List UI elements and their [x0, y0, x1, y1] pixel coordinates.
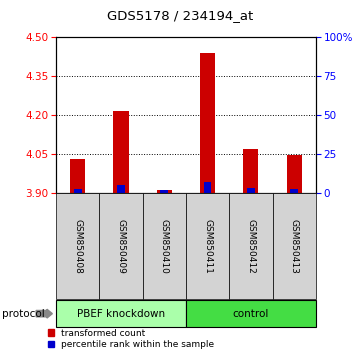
Bar — [113, 111, 129, 193]
Bar — [160, 190, 168, 193]
Bar — [157, 190, 172, 193]
Bar — [243, 149, 258, 193]
Legend: transformed count, percentile rank within the sample: transformed count, percentile rank withi… — [48, 329, 214, 349]
Bar — [70, 159, 85, 193]
Text: GSM850413: GSM850413 — [290, 218, 299, 274]
Bar — [287, 155, 302, 193]
Bar — [204, 182, 212, 193]
Text: GSM850412: GSM850412 — [247, 219, 255, 273]
Text: GSM850408: GSM850408 — [73, 218, 82, 274]
Text: GSM850410: GSM850410 — [160, 218, 169, 274]
Text: GSM850411: GSM850411 — [203, 218, 212, 274]
Bar — [290, 189, 298, 193]
Bar — [247, 188, 255, 193]
Text: control: control — [233, 309, 269, 319]
Bar — [200, 53, 215, 193]
Text: PBEF knockdown: PBEF knockdown — [77, 309, 165, 319]
Text: GSM850409: GSM850409 — [117, 218, 125, 274]
Text: protocol: protocol — [2, 309, 44, 319]
Bar — [74, 189, 82, 193]
Text: GDS5178 / 234194_at: GDS5178 / 234194_at — [107, 9, 254, 22]
Bar — [117, 185, 125, 193]
